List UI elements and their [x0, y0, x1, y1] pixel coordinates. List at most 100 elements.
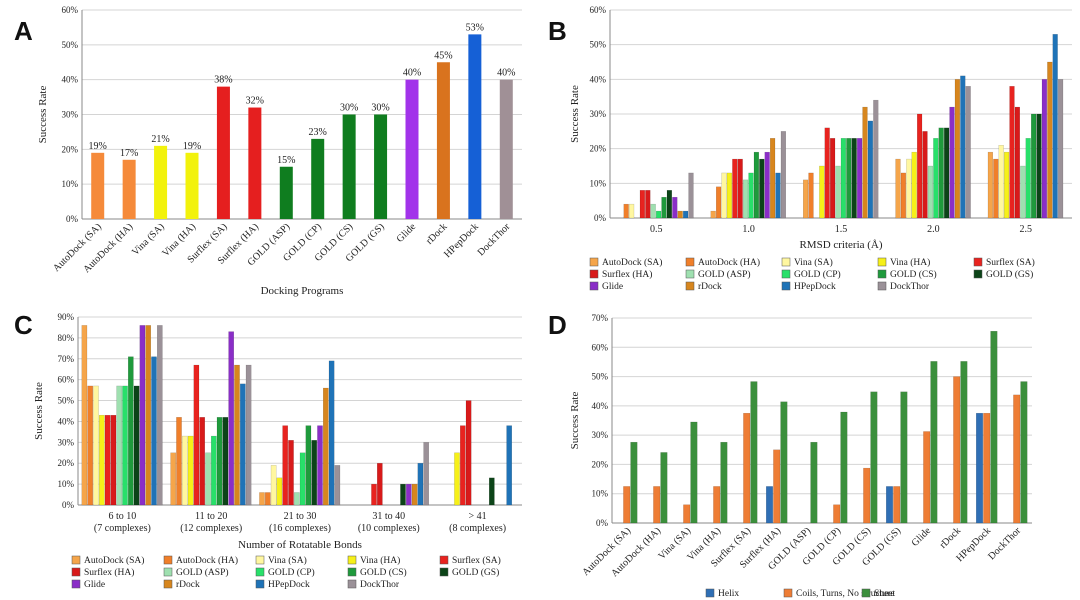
legend-label-gold-gs: GOLD (GS) [452, 567, 499, 578]
legend-swatch-gold-cs [347, 567, 357, 577]
bar-hpepdock-1-0 [775, 172, 781, 219]
value-label-gold-cp: 23% [309, 127, 327, 138]
y-tick-label: 10% [62, 179, 79, 189]
legend-label-glide: Glide [602, 282, 623, 292]
bar-gold-cp-0-5 [656, 210, 662, 219]
bar-dockthor [499, 79, 513, 220]
y-tick-label: 30% [62, 110, 79, 120]
bar-surflex-sa-11-to-20 [193, 364, 200, 506]
bar-glide-1-5 [857, 138, 863, 219]
bar-glide-31-to-40 [406, 483, 412, 506]
y-tick-label: 20% [58, 458, 75, 468]
bar-autodock-sa-2-5 [987, 151, 994, 219]
y-tick-label: 70% [58, 354, 75, 364]
legend-label-gold-cs: GOLD (CS) [360, 567, 407, 578]
legend-label-hpepdock: HPepDock [794, 282, 836, 292]
bar-vina-ha-41 [454, 452, 460, 506]
bar-hpepdock [468, 34, 482, 220]
bar-rdock-1-0 [770, 138, 776, 219]
y-tick-label: 10% [58, 479, 75, 489]
bar-vina-ha-1-5 [819, 165, 825, 219]
bar-gold-cp-21-to-30 [299, 452, 306, 506]
bar-coils-turns-no-structure-rdock [953, 376, 961, 524]
legend-label-gold-asp: GOLD (ASP) [698, 269, 751, 280]
panel-letter-c: C [14, 310, 33, 340]
bar-gold-asp-1-0 [743, 179, 749, 219]
bar-gold-cs-21-to-30 [305, 425, 312, 506]
bar-surflex-sa [216, 86, 230, 219]
bar-gold-cs-6-to-10 [127, 356, 134, 506]
bar-helix-hpepdock [976, 412, 984, 524]
legend-label-rdock: rDock [176, 580, 200, 590]
bar-sheet-surflex-sa [750, 381, 758, 524]
value-label-autodock-sa: 19% [89, 141, 107, 152]
bar-coils-turns-no-structure-vina-ha [713, 486, 721, 524]
x-tick-label: HPepDock [442, 221, 481, 260]
bar-gold-gs-2-5 [1036, 113, 1042, 219]
bar-autodock-ha-6-to-10 [87, 385, 93, 506]
bar-gold-cs [342, 114, 356, 219]
value-label-autodock-ha: 17% [120, 148, 138, 159]
bar-surflex-sa-2-5 [1009, 86, 1015, 219]
bar-sheet-autodock-sa [630, 441, 638, 524]
bar-autodock-sa-21-to-30 [259, 492, 265, 506]
legend-swatch-surflex-sa [439, 555, 449, 565]
value-label-rdock: 45% [434, 50, 452, 61]
x-tick-label: 11 to 20 [195, 511, 227, 522]
bar-gold-asp-0-5 [650, 203, 656, 219]
x-tick-label: 1.0 [742, 224, 755, 235]
y-tick-label: 80% [58, 333, 75, 343]
bar-sheet-gold-cp [840, 411, 848, 524]
bar-rdock-2-5 [1047, 61, 1053, 219]
legend-label-surflex-sa: Surflex (SA) [986, 257, 1035, 268]
y-tick-label: 50% [592, 372, 609, 382]
legend-label-autodock-sa: AutoDock (SA) [602, 257, 662, 268]
bar-coils-turns-no-structure-surflex-sa [743, 412, 751, 524]
y-tick-label: 0% [594, 213, 607, 223]
bar-gold-gs-41 [489, 477, 495, 506]
bar-sheet-rdock [960, 361, 968, 524]
bar-vina-ha-1-0 [726, 172, 733, 219]
legend-swatch-gold-gs [439, 567, 449, 577]
legend-swatch-gold-asp [163, 567, 173, 577]
bar-rdock-2-0 [954, 79, 961, 219]
bar-autodock-sa [91, 152, 105, 219]
bar-coils-turns-no-structure-glide [923, 431, 931, 524]
x-tick-label: 6 to 10 [109, 511, 137, 522]
bar-gold-gs [374, 114, 388, 219]
bar-surflex-sa-31-to-40 [371, 483, 377, 506]
bar-hpepdock-0-5 [683, 210, 689, 219]
bar-dockthor-1-5 [873, 99, 879, 219]
y-tick-label: 20% [592, 459, 609, 469]
bar-vina-sa-2-0 [906, 158, 912, 219]
bar-surflex-ha-1-0 [737, 158, 743, 219]
chart-b: 0% 10% 20% 30% 40% 50% 60% Success Rate 0.5 1.0 1.… [569, 5, 1072, 292]
value-label-surflex-ha: 32% [246, 96, 264, 107]
y-tick-label: 30% [592, 430, 609, 440]
bar-surflex-ha-31-to-40 [377, 463, 383, 506]
bar-gold-gs-21-to-30 [311, 440, 318, 506]
legend-swatch-glide [589, 281, 599, 291]
bar-vina-sa-1-0 [721, 172, 727, 219]
bar-dockthor-0-5 [688, 172, 694, 219]
bar-surflex-ha-41 [465, 400, 472, 506]
legend-swatch-vina-sa [781, 257, 791, 267]
bar-coils-turns-no-structure-dockthor [1013, 394, 1021, 524]
legend-label-helix: Helix [718, 589, 739, 599]
bar-hpepdock-6-to-10 [151, 356, 157, 506]
bar-glide-11-to-20 [228, 331, 235, 506]
value-label-gold-gs: 30% [371, 103, 389, 114]
bar-surflex-ha [248, 107, 262, 219]
bar-sheet-vina-sa [690, 421, 698, 524]
bar-surflex-ha-2-0 [922, 131, 928, 219]
bar-gold-asp-21-to-30 [294, 492, 300, 506]
y-tick-label: 20% [590, 144, 607, 154]
bar-autodock-sa-1-5 [803, 179, 809, 219]
bar-autodock-ha-21-to-30 [265, 492, 271, 506]
bar-helix-surflex-ha [766, 486, 774, 524]
bar-glide-2-0 [949, 106, 955, 219]
bar-hpepdock-2-0 [960, 75, 966, 219]
y-tick-label: 40% [592, 401, 609, 411]
bar-autodock-ha-0-5 [623, 203, 629, 219]
